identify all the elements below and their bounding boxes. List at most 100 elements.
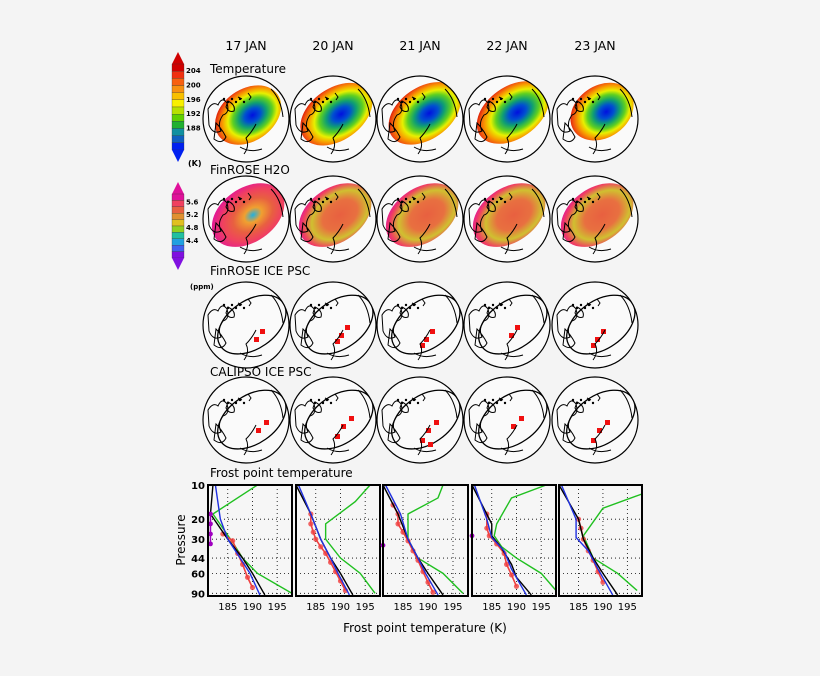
map-border (202, 175, 290, 263)
temperature-colorbar-label: 196 (186, 96, 201, 104)
island-dot (329, 100, 333, 104)
island-dot (571, 97, 575, 101)
red-point (503, 561, 510, 567)
map-panel (463, 75, 551, 163)
island-dot (222, 197, 226, 201)
island-dot (400, 100, 404, 104)
island-dot (222, 303, 226, 307)
x-tick-label: 190 (593, 602, 612, 613)
green-line (211, 484, 293, 594)
x-tick-label: 195 (268, 602, 287, 613)
island-dot (483, 97, 487, 101)
map-border (202, 376, 290, 464)
island-dot (317, 303, 321, 307)
h2o-colorbar-swatch (171, 219, 185, 227)
island-dot (329, 306, 333, 310)
red-line (392, 504, 434, 593)
temperature-field (570, 82, 634, 141)
island-dot (230, 97, 234, 101)
h2o-colorbar-swatch (171, 200, 185, 207)
island-dot (242, 306, 246, 310)
island-dot (591, 200, 595, 204)
x-tick-label: 185 (569, 602, 588, 613)
row-title: FinROSE ICE PSC (210, 264, 310, 278)
map-panel (202, 376, 290, 464)
island-dot (404, 303, 408, 307)
map-panel (376, 281, 464, 369)
temperature-colorbar-swatch (171, 71, 185, 79)
island-dot (483, 303, 487, 307)
island-dot (487, 401, 491, 405)
column-header-23-jan: 23 JAN (574, 38, 615, 53)
temperature-colorbar-swatch (171, 142, 185, 151)
x-tick-label: 195 (618, 602, 637, 613)
x-tick-label: 185 (306, 602, 325, 613)
island-dot (499, 197, 503, 201)
map-panel (551, 376, 639, 464)
island-dot (408, 200, 412, 204)
island-dot (571, 398, 575, 402)
map-border (551, 376, 639, 464)
temperature-unit: (K) (188, 159, 202, 168)
blue-line (297, 484, 350, 596)
island-dot (579, 303, 583, 307)
island-dot (499, 303, 503, 307)
map-disc (290, 282, 376, 368)
x-tick-label: 190 (507, 602, 526, 613)
blue-line (560, 484, 614, 596)
psc-patch (420, 438, 425, 443)
h2o-colorbar-label: 4.4 (186, 237, 199, 245)
black-line (209, 484, 266, 596)
map-panel (551, 75, 639, 163)
column-header-22-jan: 22 JAN (486, 38, 527, 53)
red-point (310, 529, 316, 535)
map-panel (376, 75, 464, 163)
psc-patch (428, 442, 433, 447)
map-panel (551, 175, 639, 263)
island-dot (238, 398, 242, 402)
h2o-field (211, 183, 285, 247)
red-point (318, 544, 324, 550)
temperature-colorbar-label: 188 (186, 125, 201, 133)
island-dot (495, 306, 499, 310)
row-title: FinROSE H2O (210, 163, 290, 177)
temperature-colorbar-label: 192 (186, 110, 201, 118)
y-tick-label: 44 (191, 554, 205, 565)
map-border (376, 376, 464, 464)
island-dot (487, 200, 491, 204)
island-dot (313, 401, 317, 405)
h2o-colorbar-swatch (171, 193, 185, 201)
temperature-colorbar-swatch (171, 135, 185, 143)
island-dot (242, 401, 246, 405)
island-dot (483, 197, 487, 201)
psc-patch (605, 420, 610, 425)
island-dot (321, 200, 325, 204)
h2o-colorbar-swatch (171, 245, 185, 252)
purple-point (208, 521, 213, 527)
island-dot (230, 197, 234, 201)
map-border (463, 376, 551, 464)
island-dot (587, 197, 591, 201)
psc-patch (597, 428, 602, 433)
map-border (289, 175, 377, 263)
red-point (313, 536, 319, 542)
map-border (289, 75, 377, 163)
island-dot (503, 100, 507, 104)
y-axis-label: Pressure (174, 514, 188, 565)
island-dot (591, 100, 595, 104)
map-disc (552, 377, 638, 463)
island-dot (321, 401, 325, 405)
map-border (463, 281, 551, 369)
psc-patch (595, 337, 600, 342)
island-dot (313, 100, 317, 104)
x-axis-label: Frost point temperature (K) (343, 621, 507, 635)
psc-patch (434, 420, 439, 425)
island-dot (495, 200, 499, 204)
island-dot (408, 100, 412, 104)
row-title: CALIPSO ICE PSC (210, 365, 311, 379)
temperature-colorbar-swatch (171, 99, 185, 108)
map-panel (376, 376, 464, 464)
plot-area (208, 485, 292, 596)
temperature-colorbar-swatch (171, 128, 185, 136)
